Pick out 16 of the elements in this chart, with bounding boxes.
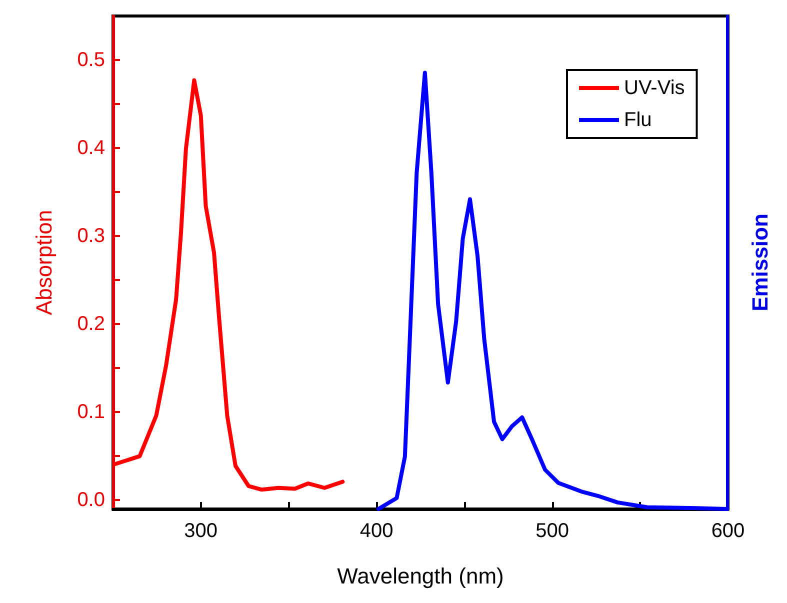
legend-label: Flu [624,109,652,131]
x-tick-label: 400 [360,520,394,542]
y2-axis-title: Emission [748,214,772,312]
x-axis-title: Wavelength (nm) [337,564,504,588]
y-tick-label: 0.3 [77,225,105,248]
x-tick-label: 300 [184,520,218,542]
y-tick-label: 0.1 [77,401,105,424]
line-series [112,78,345,492]
legend-label: UV-Vis [624,77,685,99]
x-tick-label: 500 [536,520,569,542]
x-tick-label: 600 [711,520,745,542]
y-tick-label: 0.5 [77,49,105,72]
y-tick-label: 0.2 [77,313,105,336]
text: 0.0 [77,489,105,512]
y-tick-label: 0.4 [77,137,105,160]
y-axis-title: Absorption [32,210,56,316]
